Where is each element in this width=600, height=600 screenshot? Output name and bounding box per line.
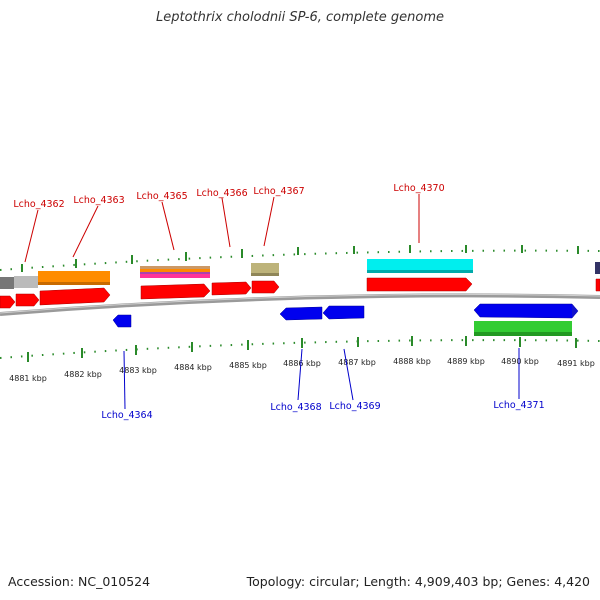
ruler-label: 4889 kbp [447, 357, 485, 366]
ruler-label: 4882 kbp [64, 370, 102, 379]
ruler-label: 4888 kbp [393, 357, 431, 366]
gene-label-forward[interactable]: Lcho_4365 [136, 191, 187, 202]
forward-cds-arrow[interactable] [140, 283, 211, 300]
forward-cds-track [0, 277, 600, 309]
genome-backbone [0, 293, 600, 316]
gene-label-forward[interactable]: Lcho_4370 [393, 183, 444, 194]
forward-label-leaders [24, 194, 420, 263]
gene-label-forward[interactable]: Lcho_4363 [73, 195, 124, 206]
accession-label: Accession: NC_010524 [8, 574, 151, 589]
feature-bar-gray[interactable] [0, 277, 14, 289]
feature-bar-tan[interactable] [140, 266, 210, 269]
genome-backbone-highlight [0, 293, 600, 314]
feature-bar-orange-shade [38, 282, 110, 285]
reverse-cds-arrowhead [572, 304, 578, 318]
ruler-label: 4885 kbp [229, 361, 267, 370]
gene-label-reverse[interactable]: Lcho_4371 [493, 400, 544, 411]
reverse-cds-arrow[interactable] [322, 305, 365, 320]
reverse-cds-arrow[interactable] [473, 303, 579, 319]
feature-bar-cyan-shade [367, 270, 473, 273]
forward-cds-arrow[interactable] [366, 277, 473, 292]
ruler-label: 4886 kbp [283, 359, 321, 368]
ruler-label: 4881 kbp [9, 374, 47, 383]
feature-bar-khaki[interactable] [251, 263, 279, 276]
reverse-label-leaders [123, 348, 520, 410]
reverse-gene-labels: Lcho_4364 Lcho_4368 Lcho_4369 Lcho_4371 [101, 400, 544, 421]
forward-cds-arrow[interactable] [595, 278, 600, 292]
forward-cds-arrow[interactable] [251, 280, 280, 294]
ruler-label: 4884 kbp [174, 363, 212, 372]
feature-bar-cyan[interactable] [367, 259, 473, 273]
feature-bar-lightgray[interactable] [14, 276, 38, 288]
inner-tick-ring [0, 339, 600, 359]
forward-gene-labels: Lcho_4362 Lcho_4363 Lcho_4365 Lcho_4366 … [13, 183, 444, 210]
gene-label-forward[interactable]: Lcho_4362 [13, 199, 64, 210]
genome-summary: Topology: circular; Length: 4,909,403 bp… [246, 574, 590, 589]
gene-label-reverse[interactable]: Lcho_4368 [270, 402, 321, 413]
feature-track-upper [0, 259, 600, 289]
feature-bar-khaki-shade [251, 273, 279, 276]
gene-label-reverse[interactable]: Lcho_4364 [101, 410, 152, 421]
gene-label-reverse[interactable]: Lcho_4369 [329, 401, 380, 412]
outer-tick-ring [0, 249, 600, 271]
ruler-label: 4890 kbp [501, 357, 539, 366]
forward-cds-arrow[interactable] [39, 287, 111, 306]
feature-bar-navy[interactable] [595, 262, 600, 274]
gene-label-forward[interactable]: Lcho_4367 [253, 186, 304, 197]
genome-title: Leptothrix cholodnii SP-6, complete geno… [156, 10, 444, 25]
feature-bar-pink-thin[interactable] [140, 274, 210, 278]
ruler-label: 4883 kbp [119, 366, 157, 375]
ruler-label: 4887 kbp [338, 358, 376, 367]
lower-major-ticks [27, 336, 577, 362]
gene-label-forward[interactable]: Lcho_4366 [196, 188, 247, 199]
forward-cds-arrow[interactable] [0, 295, 16, 309]
ruler-label: 4891 kbp [557, 359, 595, 368]
upper-major-ticks [21, 245, 579, 272]
ruler-labels: 4881 kbp 4882 kbp 4883 kbp 4884 kbp 4885… [9, 357, 595, 383]
reverse-cds-track [112, 303, 579, 328]
feature-bar-green-shade [474, 332, 572, 336]
forward-cds-arrow[interactable] [15, 293, 40, 307]
feature-bar-orange-thin[interactable] [140, 269, 210, 272]
forward-cds-arrow[interactable] [211, 281, 252, 296]
reverse-cds-arrow[interactable] [112, 314, 132, 328]
reverse-cds-arrow[interactable] [279, 306, 323, 321]
feature-bar-purple-thin[interactable] [140, 272, 210, 274]
feature-bar-orange[interactable] [38, 271, 110, 285]
